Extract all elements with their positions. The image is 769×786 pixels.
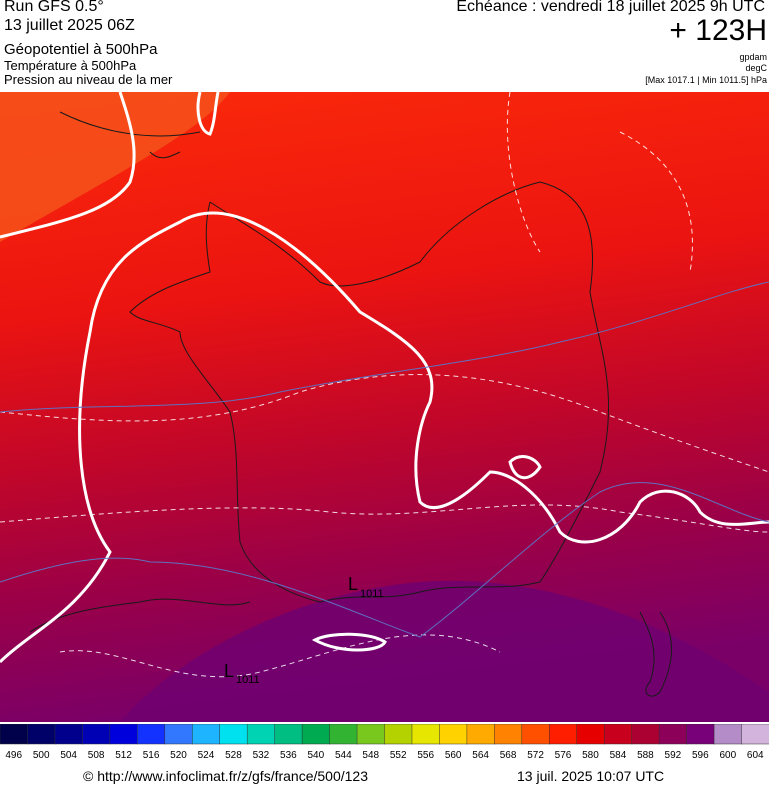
scale-label: 580 [582,750,599,761]
scale-label: 520 [170,750,187,761]
scale-swatch [192,724,221,745]
issued-time: 13 juil. 2025 10:07 UTC [517,768,665,784]
scale-label: 564 [472,750,489,761]
scale-label: 536 [280,750,297,761]
warm-area [0,92,230,242]
scale-swatch [0,724,29,745]
field: Température à 500hPa [4,58,137,73]
low-label: L [348,574,359,594]
scale-swatch [631,724,660,745]
scale-swatch [741,724,769,745]
scale-swatch [246,724,276,745]
scale-label: 516 [143,750,160,761]
scale-label: 500 [33,750,50,761]
scale-label: 560 [445,750,462,761]
scale-label: 508 [88,750,105,761]
unit: degC [745,63,767,73]
scale-swatch [439,724,468,745]
unit: gpdam [739,52,767,62]
run: Run GFS 0.5° [4,0,104,15]
scale-swatch [219,724,248,745]
scale-label: 540 [307,750,324,761]
isotherm [0,281,769,638]
low-value: 1011 [236,674,260,686]
lead-time: + 123H [669,14,767,47]
run-date: 13 juillet 2025 06Z [4,17,135,34]
field: Pression au niveau de la mer [4,72,173,87]
scale-swatch [658,724,688,745]
low-value: 1011 [360,588,384,600]
scale-label: 588 [637,750,654,761]
scale-label: 568 [500,750,517,761]
pressure-contours [0,92,769,664]
pressure-range: [Max 1017.1 | Min 1011.5] hPa [645,75,767,85]
scale-label: 556 [417,750,434,761]
scale-swatch [686,724,715,745]
scale-swatch [109,724,139,745]
scale-label: 600 [719,750,736,761]
source-url: © http://www.infoclimat.fr/z/gfs/france/… [83,768,368,784]
scale-label: 596 [692,750,709,761]
temperature-contours [0,92,769,678]
scale-label: 528 [225,750,242,761]
scale-swatch [301,724,331,745]
scale-label: 512 [115,750,132,761]
scale-label: 544 [335,750,352,761]
valid-time: Echéance : vendredi 18 juillet 2025 9h U… [456,0,765,15]
map [0,92,769,722]
scale-label: 496 [5,750,22,761]
scale-label: 532 [253,750,270,761]
low-label: L [224,661,235,681]
scale-label: 604 [747,750,764,761]
scale-swatch [411,724,441,745]
coastlines [29,111,673,697]
scale-label: 524 [198,750,215,761]
scale-swatch [329,724,358,745]
scale-swatch [494,724,523,745]
scale-swatch [274,724,303,745]
scale-label: 504 [60,750,77,761]
scale-label: 572 [527,750,544,761]
scale-swatch [384,724,413,745]
scale-swatch [27,724,56,745]
scale-label: 584 [610,750,627,761]
scale-label: 592 [665,750,682,761]
scale-swatch [54,724,84,745]
scale-label: 576 [555,750,572,761]
scale-swatch [466,724,496,745]
field: Géopotentiel à 500hPa [4,41,158,58]
scale-swatch [164,724,194,745]
color-scale: 496 500 504 508 512 516 520 524 528 532 536 540 544 5… [0,724,769,761]
scale-label: 548 [362,750,379,761]
scale-swatch [713,724,743,745]
scale-swatch [603,724,633,745]
scale-swatch [549,724,578,745]
scale-swatch [137,724,166,745]
scale-swatch [521,724,551,745]
scale-label: 552 [390,750,407,761]
scale-swatch [576,724,605,745]
scale-swatch [82,724,111,745]
cold-area [120,580,769,722]
scale-swatch [356,724,386,745]
